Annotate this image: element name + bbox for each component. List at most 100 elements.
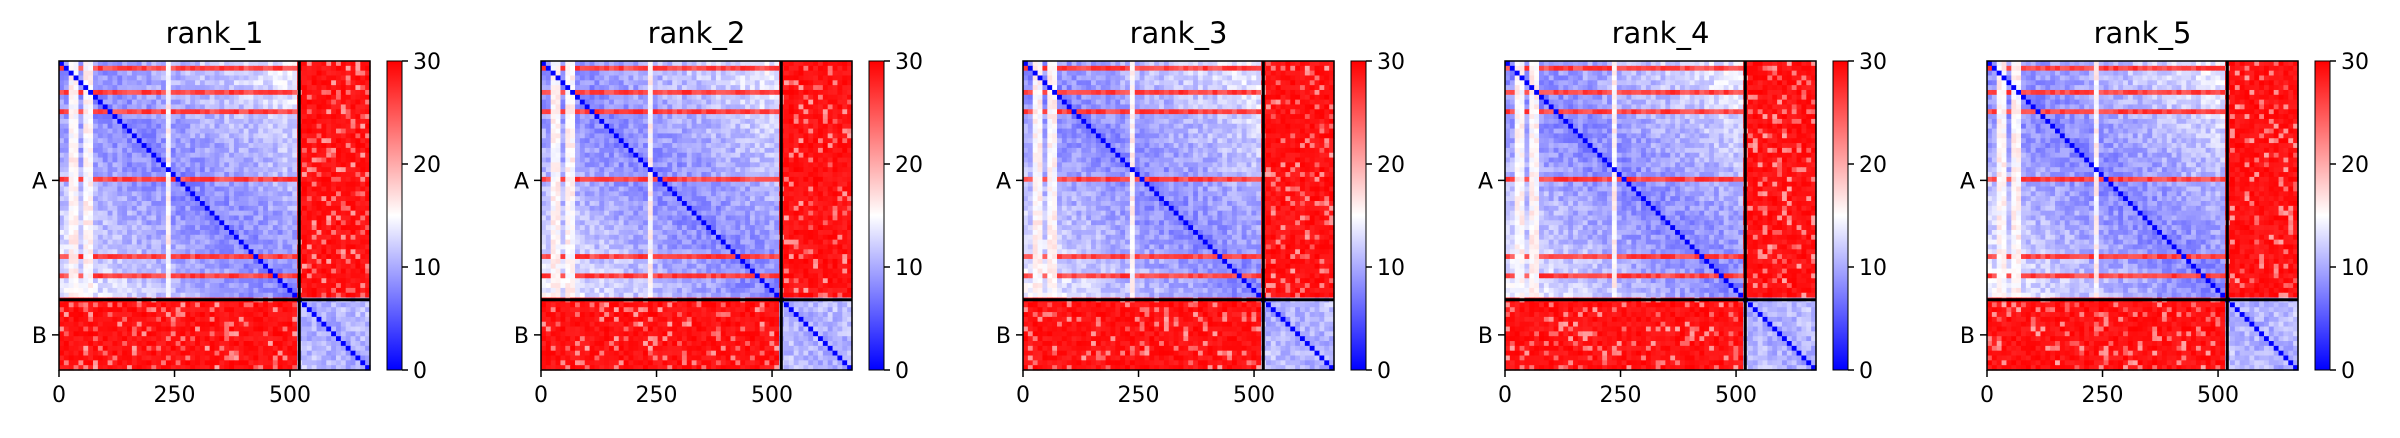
heatmap-cell bbox=[180, 124, 185, 129]
heatmap-cell bbox=[321, 172, 326, 177]
heatmap-cell bbox=[74, 66, 79, 71]
heatmap-cell bbox=[360, 254, 365, 259]
heatmap-cell bbox=[672, 80, 677, 85]
heatmap-cell bbox=[244, 351, 249, 356]
heatmap-cell bbox=[697, 61, 702, 66]
heatmap-cell bbox=[624, 75, 629, 80]
heatmap-cell bbox=[74, 302, 79, 307]
heatmap-cell bbox=[346, 172, 351, 177]
heatmap-cell bbox=[195, 95, 200, 100]
heatmap-cell bbox=[210, 95, 215, 100]
heatmap-cell bbox=[317, 312, 322, 317]
heatmap-cell bbox=[156, 288, 161, 293]
heatmap-cell bbox=[234, 133, 239, 138]
heatmap-cell bbox=[156, 264, 161, 269]
heatmap-cell bbox=[93, 259, 98, 264]
heatmap-cell bbox=[98, 75, 103, 80]
heatmap-cell bbox=[229, 331, 234, 336]
heatmap-cell bbox=[556, 109, 561, 114]
heatmap-cell bbox=[667, 109, 672, 114]
heatmap-cell bbox=[813, 61, 818, 66]
heatmap-cell bbox=[263, 124, 268, 129]
heatmap-cell bbox=[302, 90, 307, 95]
heatmap-cell bbox=[292, 254, 297, 259]
heatmap-cell bbox=[351, 322, 356, 327]
heatmap-cell bbox=[64, 71, 69, 76]
heatmap-cell bbox=[59, 85, 64, 90]
heatmap-cell bbox=[283, 71, 288, 76]
heatmap-cell bbox=[200, 187, 205, 192]
heatmap-cell bbox=[171, 264, 176, 269]
heatmap-cell bbox=[614, 114, 619, 119]
heatmap-cell bbox=[355, 225, 360, 230]
heatmap-cell bbox=[117, 341, 122, 346]
heatmap-cell bbox=[171, 273, 176, 278]
heatmap-cell bbox=[108, 254, 113, 259]
heatmap-cell bbox=[59, 351, 64, 356]
heatmap-cell bbox=[137, 356, 142, 361]
heatmap-cell bbox=[355, 85, 360, 90]
heatmap-cell bbox=[185, 158, 190, 163]
heatmap-cell bbox=[215, 288, 220, 293]
heatmap-cell bbox=[132, 259, 137, 264]
heatmap-cell bbox=[283, 293, 288, 298]
heatmap-cell bbox=[64, 346, 69, 351]
heatmap-cell bbox=[200, 211, 205, 216]
heatmap-cell bbox=[234, 114, 239, 119]
heatmap-cell bbox=[346, 104, 351, 109]
heatmap-cell bbox=[137, 327, 142, 332]
heatmap-cell bbox=[745, 90, 750, 95]
heatmap-cell bbox=[667, 61, 672, 66]
heatmap-cell bbox=[59, 327, 64, 332]
heatmap-cell bbox=[731, 100, 736, 105]
heatmap-cell bbox=[351, 264, 356, 269]
heatmap-cell bbox=[166, 80, 171, 85]
heatmap-cell bbox=[137, 143, 142, 148]
heatmap-cell bbox=[59, 341, 64, 346]
heatmap-cell bbox=[69, 196, 74, 201]
heatmap-cell bbox=[585, 61, 590, 66]
heatmap-cell bbox=[263, 196, 268, 201]
heatmap-cell bbox=[108, 346, 113, 351]
heatmap-cell bbox=[161, 85, 166, 90]
heatmap-cell bbox=[190, 196, 195, 201]
heatmap-cell bbox=[278, 356, 283, 361]
heatmap-cell bbox=[692, 124, 697, 129]
heatmap-cell bbox=[312, 114, 317, 119]
heatmap-cell bbox=[828, 90, 833, 95]
heatmap-cell bbox=[283, 273, 288, 278]
heatmap-cell bbox=[302, 109, 307, 114]
heatmap-cell bbox=[103, 307, 108, 312]
heatmap-cell bbox=[166, 351, 171, 356]
heatmap-cell bbox=[151, 100, 156, 105]
heatmap-cell bbox=[142, 90, 147, 95]
heatmap-cell bbox=[799, 71, 804, 76]
heatmap-cell bbox=[127, 80, 132, 85]
heatmap-cell bbox=[132, 153, 137, 158]
heatmap-cell bbox=[78, 133, 83, 138]
heatmap-cell bbox=[200, 182, 205, 187]
heatmap-cell bbox=[93, 356, 98, 361]
heatmap-cell bbox=[210, 278, 215, 283]
heatmap-cell bbox=[151, 182, 156, 187]
heatmap-cell bbox=[112, 240, 117, 245]
heatmap-cell bbox=[229, 249, 234, 254]
heatmap-cell bbox=[594, 80, 599, 85]
heatmap-cell bbox=[142, 187, 147, 192]
heatmap-cell bbox=[234, 220, 239, 225]
heatmap-cell bbox=[244, 66, 249, 71]
heatmap-cell bbox=[351, 143, 356, 148]
heatmap-cell bbox=[78, 225, 83, 230]
heatmap-cell bbox=[346, 182, 351, 187]
heatmap-cell bbox=[171, 322, 176, 327]
heatmap-cell bbox=[151, 327, 156, 332]
heatmap-cell bbox=[88, 95, 93, 100]
heatmap-cell bbox=[818, 104, 823, 109]
heatmap-cell bbox=[137, 71, 142, 76]
heatmap-cell bbox=[302, 158, 307, 163]
heatmap-cell bbox=[88, 138, 93, 143]
heatmap-cell bbox=[560, 114, 565, 119]
heatmap-cell bbox=[98, 249, 103, 254]
heatmap-cell bbox=[171, 341, 176, 346]
heatmap-cell bbox=[823, 119, 828, 124]
